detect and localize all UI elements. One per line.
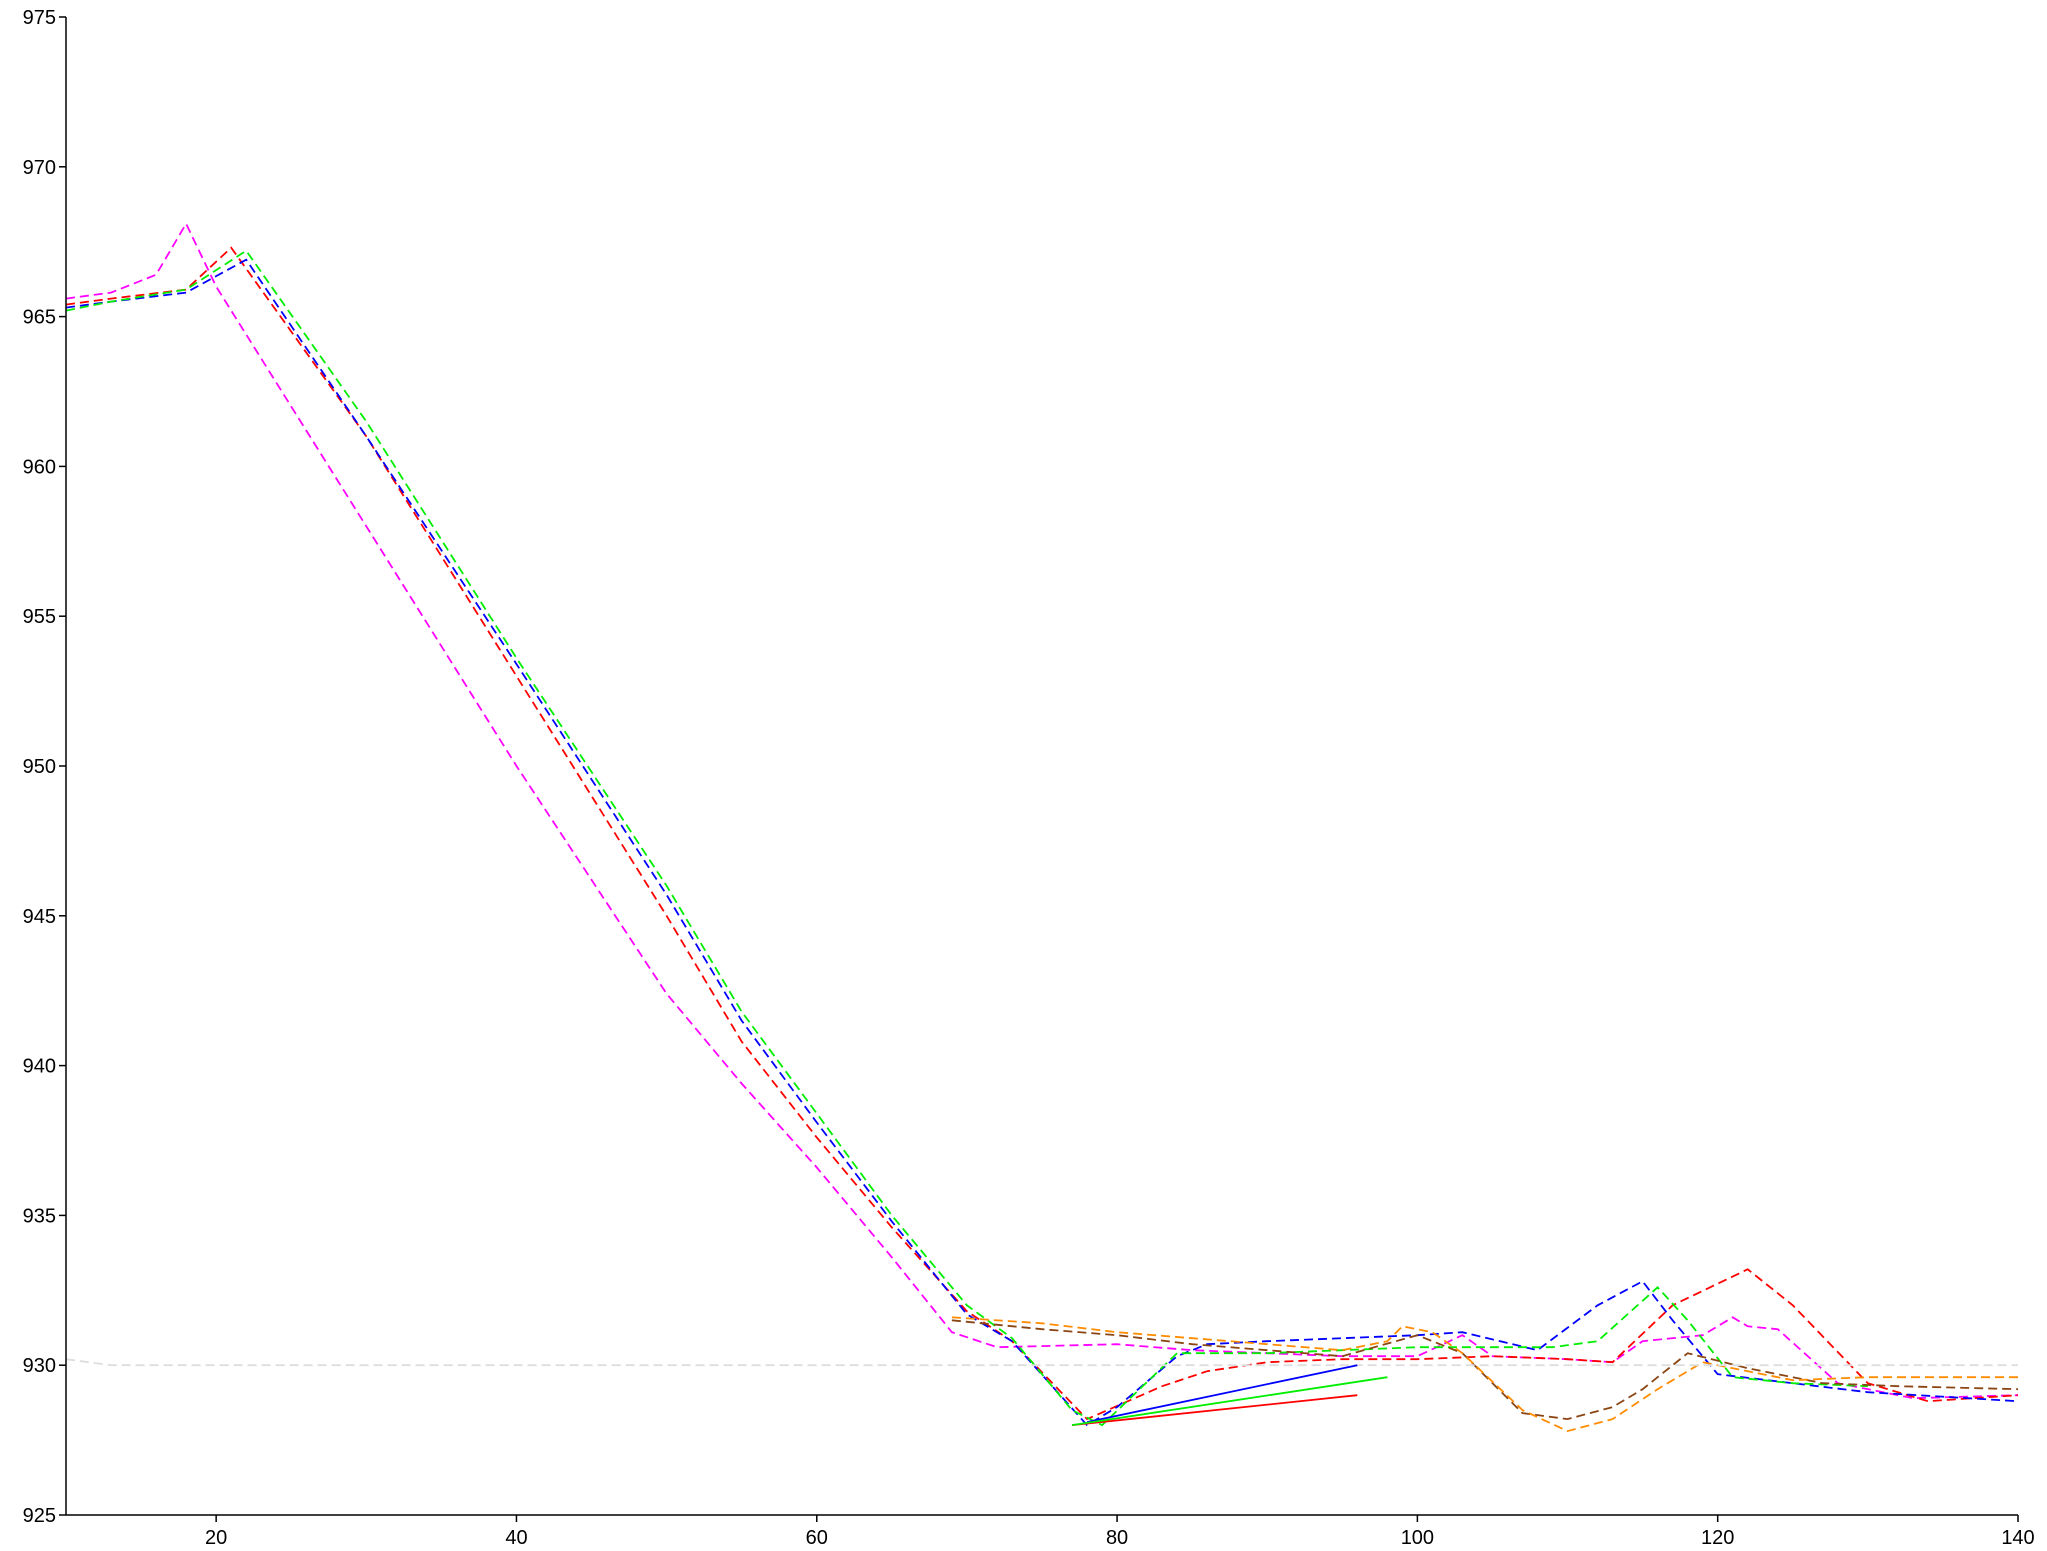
x-tick-label: 20 (205, 1527, 227, 1549)
series-line-3 (65, 249, 1868, 1427)
series-line-7 (1071, 1394, 1358, 1426)
y-tick-label: 975 (23, 7, 56, 29)
y-tick-label: 945 (23, 906, 56, 928)
y-tick-label: 955 (23, 606, 56, 628)
x-tick-label: 120 (1701, 1527, 1734, 1549)
y-tick-label: 940 (23, 1056, 56, 1078)
y-tick-label: 950 (23, 756, 56, 778)
x-tick-label: 60 (806, 1527, 828, 1549)
y-tick-label: 960 (23, 456, 56, 478)
series-line-5 (951, 1316, 2018, 1433)
x-tick-label: 80 (1106, 1527, 1128, 1549)
series-line-1 (65, 246, 2019, 1421)
y-tick-label: 930 (23, 1355, 56, 1377)
y-tick-label: 925 (23, 1505, 56, 1527)
x-tick-label: 100 (1401, 1527, 1434, 1549)
x-tick-label: 40 (505, 1527, 527, 1549)
series-line-0 (65, 221, 2019, 1400)
y-ticks: 925 930 935 940 945 950 955 960 965 970 975 (23, 7, 66, 1527)
series-line-9 (1071, 1376, 1388, 1426)
series-line-4 (951, 1319, 2019, 1421)
y-tick-label: 935 (23, 1205, 56, 1227)
plot-series (65, 221, 2019, 1433)
y-tick-label: 965 (23, 307, 56, 329)
x-ticks: 20 40 60 80 100 120 140 (205, 1515, 2035, 1549)
x-tick-label: 140 (2001, 1527, 2034, 1549)
series-line-8 (1086, 1364, 1358, 1423)
series-line-2 (65, 258, 2019, 1427)
y-tick-label: 970 (23, 157, 56, 179)
